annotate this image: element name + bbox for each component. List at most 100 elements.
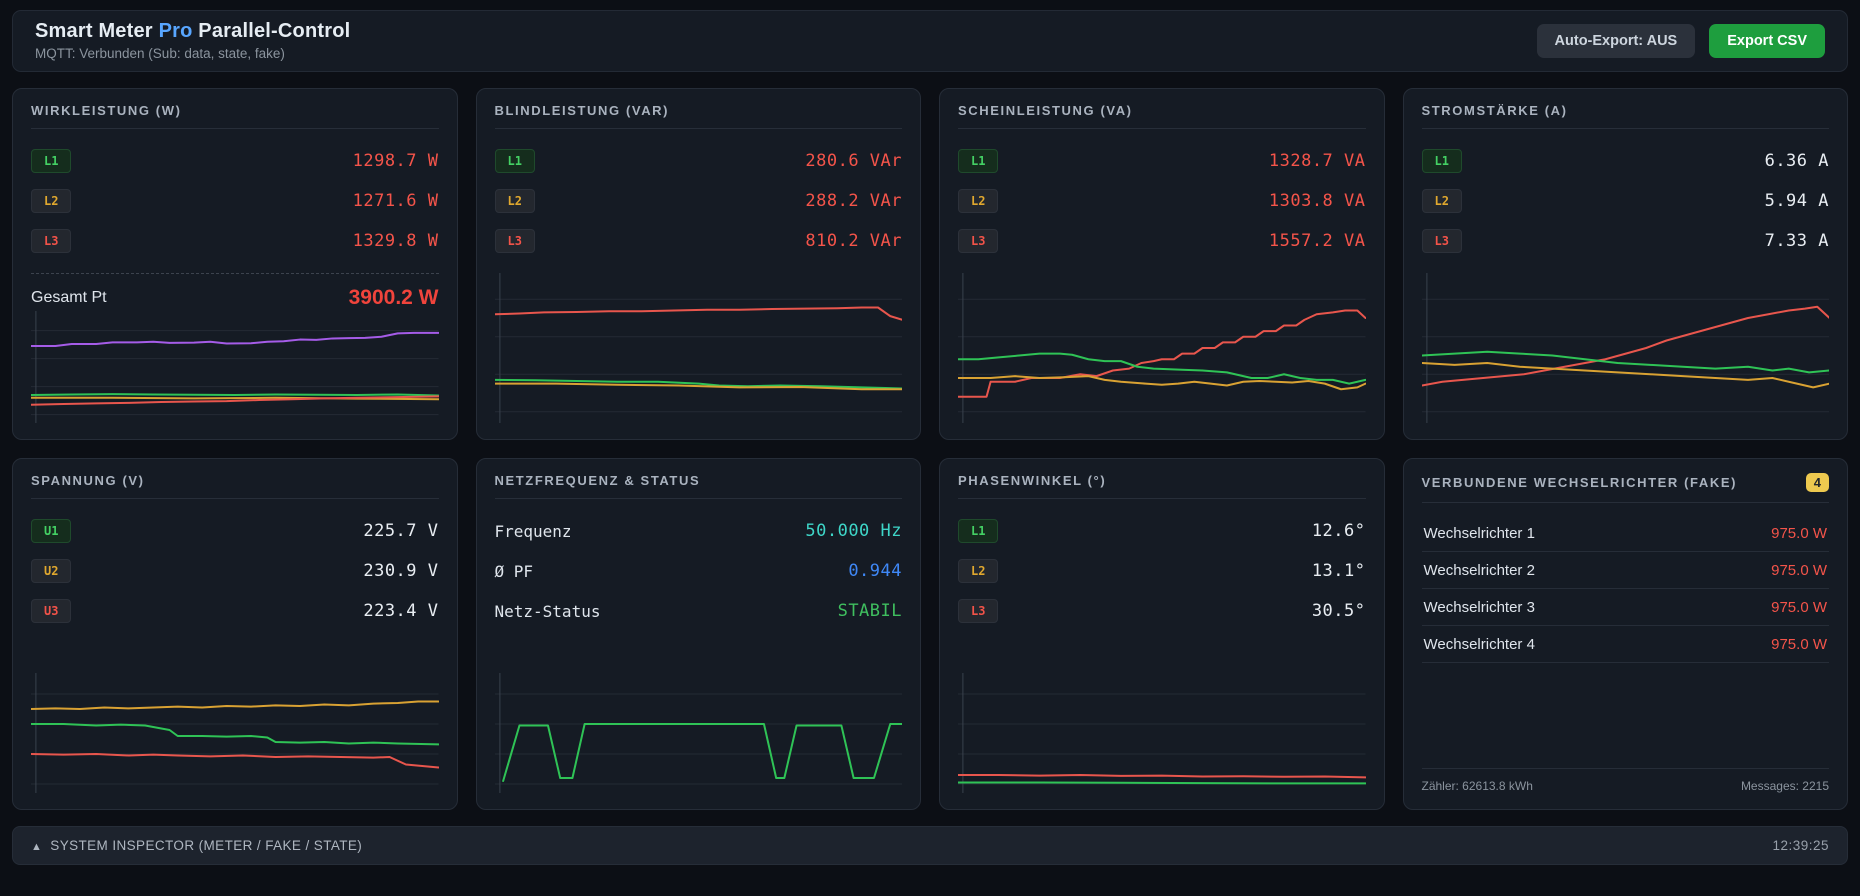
- phase-value-l1: 6.36 A: [1764, 151, 1829, 171]
- inverter-row-4: Wechselrichter 4 975.0 W: [1421, 626, 1829, 663]
- card-title: NETZFREQUENZ & STATUS: [494, 473, 701, 488]
- auto-export-toggle-button[interactable]: Auto-Export: AUS: [1536, 23, 1696, 58]
- card-title: BLINDLEISTUNG (VAR): [494, 103, 670, 118]
- phase-badge-l2: L2: [1421, 189, 1462, 213]
- phase-badge-l2: L2: [958, 559, 999, 583]
- card-title: PHASENWINKEL (°): [958, 473, 1107, 488]
- phase-badge-u3: U3: [31, 599, 72, 623]
- netzfrequenz-chart: [495, 673, 903, 793]
- phase-row-l2: L2 5.94 A: [1421, 189, 1830, 213]
- spannung-chart: [31, 673, 439, 793]
- card-grid: WIRKLEISTUNG (W) L1 1298.7 W L2 1271.6 W…: [12, 88, 1848, 810]
- phase-row-u2: U2 230.9 V: [31, 559, 439, 583]
- phase-row-l2: L2 288.2 VAr: [494, 189, 903, 213]
- phase-value-l1: 1298.7 W: [352, 151, 439, 171]
- page-title-accent: Pro: [158, 20, 193, 42]
- phase-value-u1: 225.7 V: [363, 521, 439, 541]
- inverter-power: 975.0 W: [1771, 636, 1827, 653]
- inverter-name: Wechselrichter 3: [1423, 599, 1535, 616]
- scheinleistung-chart: [958, 273, 1366, 423]
- phase-row-l3: L3 1557.2 VA: [958, 229, 1366, 253]
- phase-badge-l3: L3: [958, 599, 999, 623]
- inverter-power: 975.0 W: [1771, 525, 1827, 542]
- phase-value-l2: 288.2 VAr: [805, 191, 902, 211]
- inverter-row-2: Wechselrichter 2 975.0 W: [1421, 552, 1829, 589]
- phase-row-l2: L2 1271.6 W: [31, 189, 439, 213]
- phase-row-l3: L3 810.2 VAr: [494, 229, 903, 253]
- phase-badge-l3: L3: [31, 229, 72, 253]
- phase-badge-l2: L2: [494, 189, 535, 213]
- meter-summary-footer: Zähler: 62613.8 kWh Messages: 2215: [1421, 768, 1829, 793]
- stromstaerke-chart: [1422, 273, 1830, 423]
- phase-badge-l1: L1: [958, 519, 999, 543]
- phase-badge-l3: L3: [494, 229, 535, 253]
- system-inspector-label: SYSTEM INSPECTOR (METER / FAKE / STATE): [50, 838, 363, 853]
- phase-value-l2: 5.94 A: [1764, 191, 1829, 211]
- clock-text: 12:39:25: [1772, 838, 1829, 853]
- card-title: WIRKLEISTUNG (W): [31, 103, 182, 118]
- phase-row-l1: L1 1298.7 W: [31, 149, 439, 173]
- card-stromstaerke: STROMSTÄRKE (A) L1 6.36 A L2 5.94 A L3 7…: [1402, 88, 1848, 440]
- grid-status-label: Netz-Status: [494, 601, 601, 621]
- phase-badge-l1: L1: [1421, 149, 1462, 173]
- frequency-row: Frequenz 50.000 Hz: [495, 521, 903, 541]
- phase-row-l3: L3 30.5°: [958, 599, 1366, 623]
- card-wirkleistung: WIRKLEISTUNG (W) L1 1298.7 W L2 1271.6 W…: [12, 88, 458, 440]
- inverter-power: 975.0 W: [1771, 562, 1827, 579]
- phase-value-l2: 13.1°: [1311, 561, 1366, 581]
- phase-badge-l2: L2: [31, 189, 72, 213]
- phase-value-l3: 1557.2 VA: [1268, 231, 1366, 251]
- phase-row-u1: U1 225.7 V: [31, 519, 439, 543]
- phase-badge-l1: L1: [31, 149, 72, 173]
- collapse-triangle-icon: ▲: [31, 841, 43, 853]
- phase-row-l3: L3 7.33 A: [1421, 229, 1830, 253]
- grid-status-row: Netz-Status STABIL: [495, 601, 903, 621]
- card-title: VERBUNDENE WECHSELRICHTER (FAKE): [1421, 475, 1738, 490]
- app-header: Smart Meter Pro Parallel-Control MQTT: V…: [12, 10, 1848, 72]
- wirkleistung-chart: [31, 311, 439, 423]
- page-title-suffix: Parallel-Control: [198, 20, 351, 42]
- card-title: SCHEINLEISTUNG (VA): [958, 103, 1133, 118]
- phase-badge-l1: L1: [958, 149, 999, 173]
- phase-value-u2: 230.9 V: [363, 561, 439, 581]
- total-power-row: Gesamt Pt 3900.2 W: [31, 273, 439, 310]
- energy-counter-text: Zähler: 62613.8 kWh: [1421, 779, 1533, 793]
- export-csv-button[interactable]: Export CSV: [1709, 23, 1825, 58]
- card-netzfrequenz: NETZFREQUENZ & STATUS Frequenz 50.000 Hz…: [475, 458, 921, 810]
- phase-value-l3: 7.33 A: [1764, 231, 1829, 251]
- inverter-row-1: Wechselrichter 1 975.0 W: [1421, 515, 1829, 552]
- inverter-name: Wechselrichter 2: [1423, 562, 1535, 579]
- phase-badge-l1: L1: [494, 149, 535, 173]
- total-power-label: Gesamt Pt: [31, 289, 107, 306]
- card-wechselrichter: VERBUNDENE WECHSELRICHTER (FAKE) 4 Wechs…: [1402, 458, 1848, 810]
- phasenwinkel-chart: [958, 673, 1366, 793]
- phase-row-l1: L1 1328.7 VA: [958, 149, 1366, 173]
- phase-value-l2: 1271.6 W: [352, 191, 439, 211]
- card-scheinleistung: SCHEINLEISTUNG (VA) L1 1328.7 VA L2 1303…: [939, 88, 1385, 440]
- frequency-label: Frequenz: [494, 521, 572, 541]
- phase-row-u3: U3 223.4 V: [31, 599, 439, 623]
- inverter-name: Wechselrichter 1: [1423, 525, 1535, 542]
- card-blindleistung: BLINDLEISTUNG (VAR) L1 280.6 VAr L2 288.…: [475, 88, 921, 440]
- card-title: STROMSTÄRKE (A): [1421, 103, 1568, 118]
- phase-badge-u1: U1: [31, 519, 72, 543]
- phase-value-l1: 1328.7 VA: [1268, 151, 1366, 171]
- system-inspector-toggle[interactable]: ▲ SYSTEM INSPECTOR (METER / FAKE / STATE): [31, 838, 362, 853]
- phase-value-l3: 810.2 VAr: [805, 231, 902, 251]
- phase-row-l1: L1 6.36 A: [1421, 149, 1830, 173]
- inverter-name: Wechselrichter 4: [1423, 636, 1535, 653]
- card-title: SPANNUNG (V): [31, 473, 145, 488]
- phase-row-l2: L2 13.1°: [958, 559, 1366, 583]
- phase-value-l3: 30.5°: [1311, 601, 1366, 621]
- phase-value-l1: 280.6 VAr: [805, 151, 902, 171]
- phase-row-l1: L1 12.6°: [958, 519, 1366, 543]
- system-inspector-bar[interactable]: ▲ SYSTEM INSPECTOR (METER / FAKE / STATE)…: [12, 826, 1848, 865]
- grid-status-badge: STABIL: [837, 601, 902, 621]
- phase-badge-l3: L3: [958, 229, 999, 253]
- message-count-text: Messages: 2215: [1740, 779, 1829, 793]
- frequency-value: 50.000 Hz: [805, 521, 902, 541]
- phase-value-l3: 1329.8 W: [352, 231, 439, 251]
- phase-value-u3: 223.4 V: [363, 601, 439, 621]
- power-factor-row: Ø PF 0.944: [495, 561, 903, 581]
- page-title: Smart Meter Pro Parallel-Control: [35, 20, 350, 43]
